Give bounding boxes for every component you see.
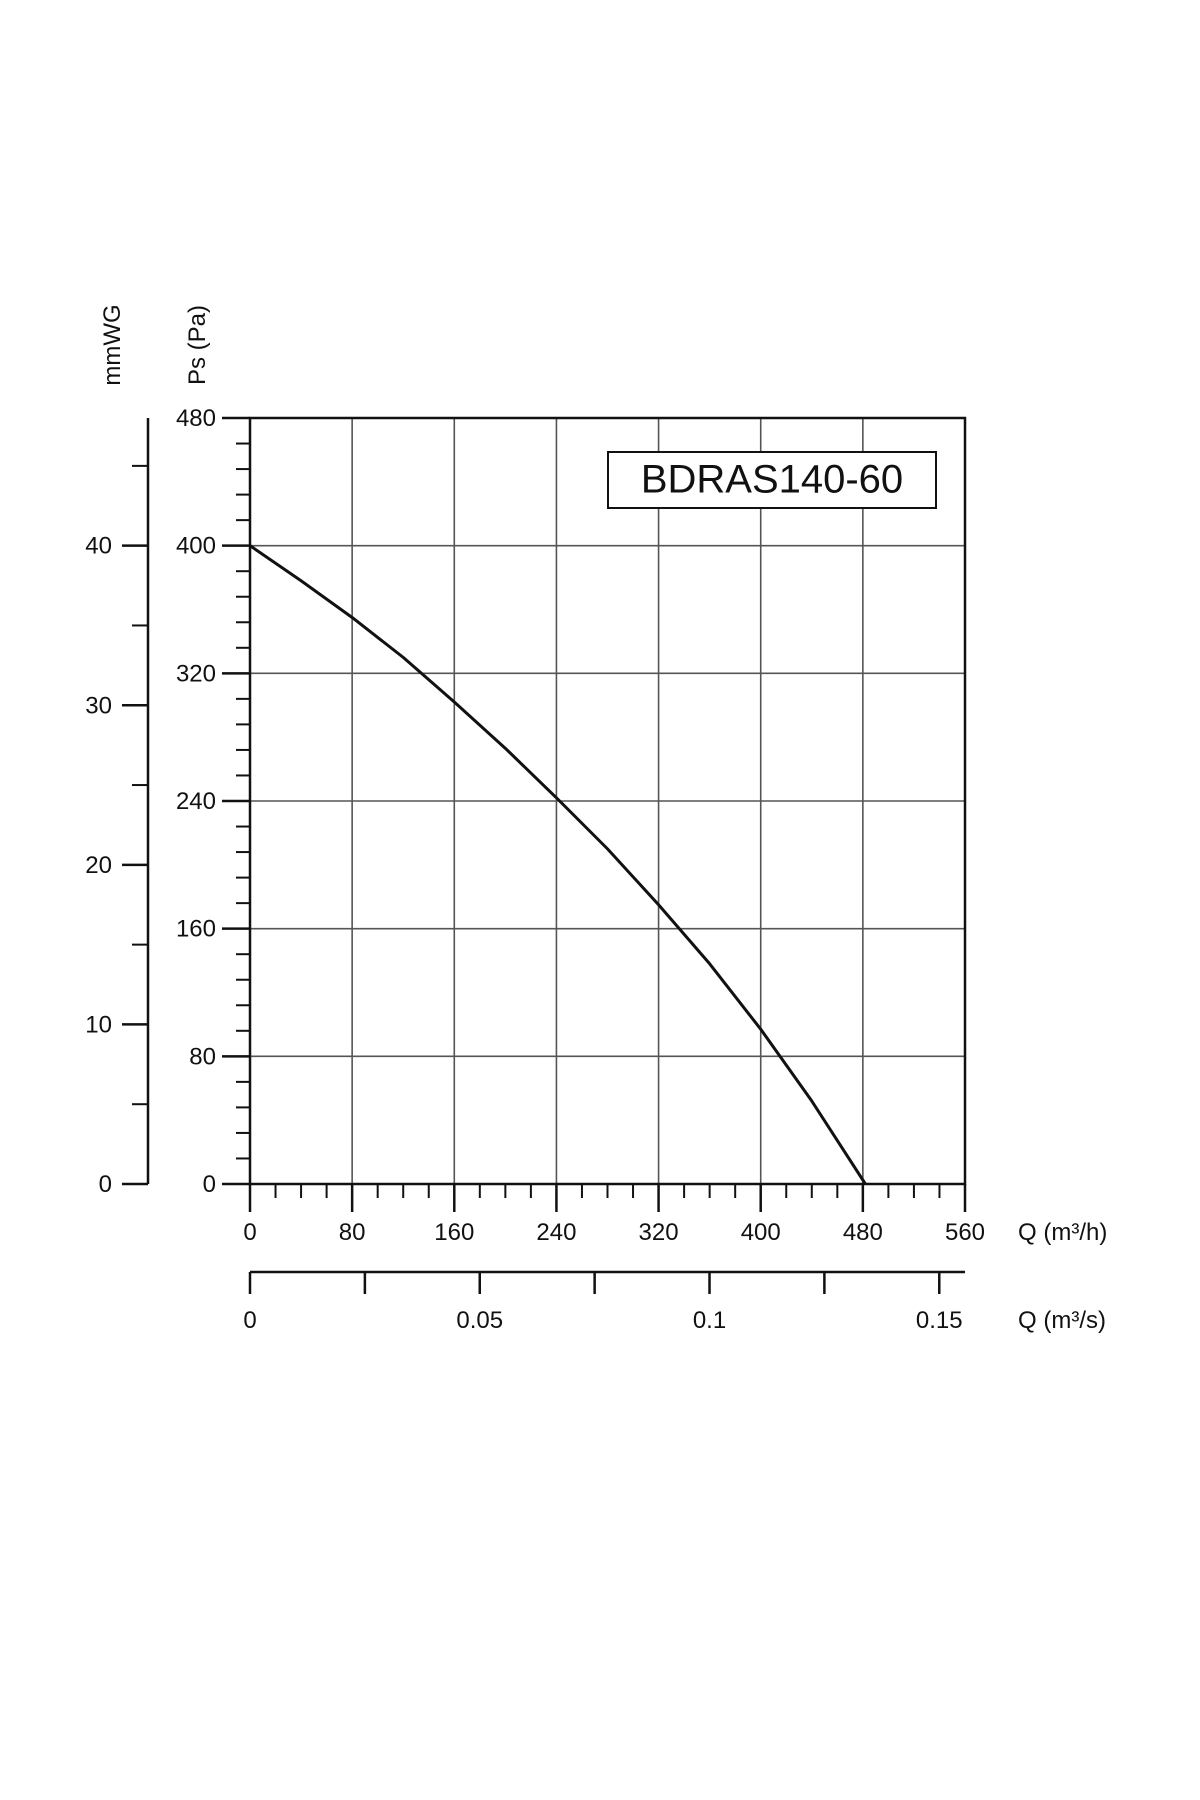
mmwg-tick-label: 0 [99, 1171, 112, 1198]
y-tick-label: 480 [176, 405, 216, 432]
x-axis-label: Q (m³/h) [1018, 1219, 1107, 1246]
x-tick-label: 320 [639, 1219, 679, 1246]
x-tick-label: 240 [536, 1219, 576, 1246]
m3s-tick-label: 0.05 [456, 1307, 503, 1334]
x-tick-label: 480 [843, 1219, 883, 1246]
x-axis-m3s: 0 0.05 0.1 0.15 [243, 1270, 965, 1334]
mmwg-tick-label: 30 [85, 692, 112, 719]
x-tick-label: 160 [434, 1219, 474, 1246]
x-tick-label: 560 [945, 1219, 985, 1246]
y-axis-label: Ps (Pa) [184, 305, 211, 385]
x-tick-label: 0 [243, 1219, 256, 1246]
chart-title: BDRAS140-60 [641, 458, 903, 502]
x-axis-m3h: 0 80 160 240 320 400 480 560 [243, 1184, 985, 1246]
y-tick-label: 400 [176, 533, 216, 560]
y-axis-pa: 0 80 160 240 320 400 480 [176, 405, 250, 1198]
x-tick-label: 80 [339, 1219, 366, 1246]
m3s-tick-label: 0 [243, 1307, 256, 1334]
mmwg-tick-label: 40 [85, 533, 112, 560]
minor-ticks [236, 442, 941, 1198]
x-tick-label: 400 [741, 1219, 781, 1246]
m3s-tick-label: 0.1 [693, 1307, 726, 1334]
grid-lines [250, 418, 965, 1184]
m3s-tick-label: 0.15 [916, 1307, 963, 1334]
y-tick-label: 240 [176, 788, 216, 815]
title-box: BDRAS140-60 [607, 451, 937, 509]
y-axis-mmwg: 0 10 20 30 40 [85, 418, 150, 1198]
y-tick-label: 0 [203, 1171, 216, 1198]
y-tick-label: 320 [176, 660, 216, 687]
series-line-0 [249, 544, 867, 1185]
series-group [249, 544, 867, 1185]
y-tick-label: 80 [189, 1043, 216, 1070]
x2-axis-label: Q (m³/s) [1018, 1307, 1106, 1334]
y2-axis-label: mmWG [99, 304, 126, 385]
y-tick-label: 160 [176, 916, 216, 943]
mmwg-tick-label: 20 [85, 852, 112, 879]
title-frame [607, 451, 937, 509]
mmwg-tick-label: 10 [85, 1011, 112, 1038]
